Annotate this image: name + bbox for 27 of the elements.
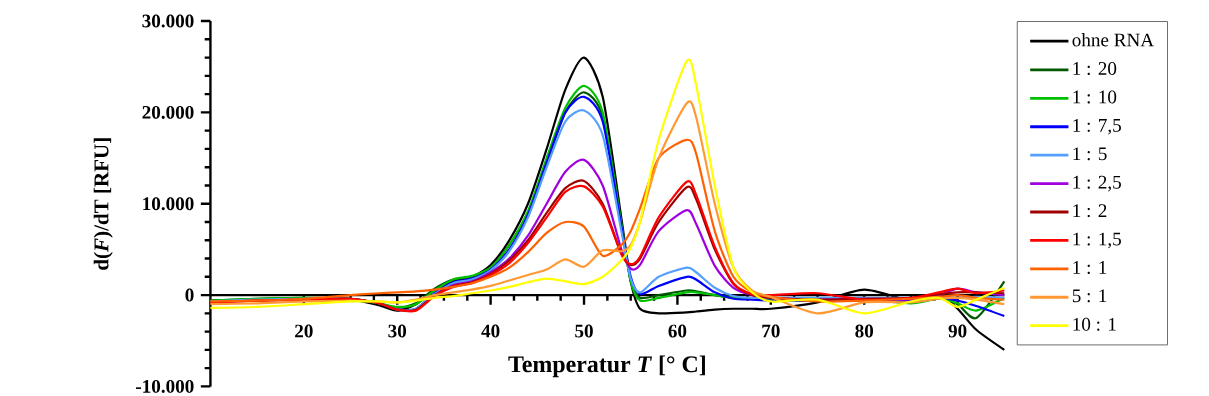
legend-label: ohne RNA: [1072, 32, 1154, 47]
legend-label: 1 : 20: [1073, 62, 1117, 76]
y-tick-label: 20.000: [142, 105, 194, 119]
y-tick-label: 30.000: [142, 14, 194, 28]
legend-label: 1 : 7,5: [1073, 119, 1121, 135]
y-tick-label: 10.000: [143, 197, 194, 211]
x-tick-label: 30: [388, 324, 407, 338]
x-tick-label: 70: [762, 324, 780, 338]
legend-label: 1 : 5: [1073, 147, 1107, 161]
legend-label: 1 : 1,5: [1073, 232, 1121, 249]
y-tick-label: -10.000: [136, 379, 194, 393]
line-series: [209, 138, 1006, 303]
x-tick-label: 40: [481, 324, 500, 338]
x-tick-label: 20: [295, 324, 313, 338]
y-tick-label: 0: [185, 288, 194, 302]
legend-label: 1 : 2,5: [1073, 175, 1121, 192]
legend-label: 1 : 2: [1073, 204, 1107, 218]
legend-label: 1 : 10: [1073, 90, 1117, 104]
x-tick-label: 90: [948, 324, 967, 338]
legend-label: 10 : 1: [1073, 317, 1116, 331]
legend-label: 1 : 1: [1073, 261, 1107, 274]
x-tick-label: 60: [668, 324, 687, 338]
x-tick-label: 50: [575, 324, 593, 338]
y-axis-title: d(F)/dT [RFU]: [93, 138, 113, 270]
x-tick-label: 80: [855, 324, 874, 338]
legend-label: 5 : 1: [1072, 289, 1107, 303]
x-axis-title: Temperatur T [° C]: [508, 355, 705, 378]
